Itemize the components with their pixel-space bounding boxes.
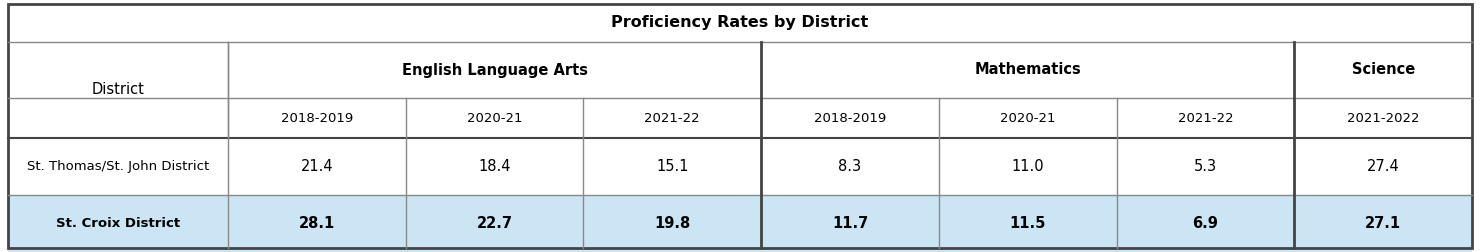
Text: St. Croix District: St. Croix District [56,217,181,230]
Bar [7,42,228,138]
Text: 27.1: 27.1 [1365,216,1402,231]
Text: Science: Science [1351,62,1415,78]
Text: 11.7: 11.7 [832,216,869,231]
Text: St. Thomas/St. John District: St. Thomas/St. John District [27,160,209,173]
Text: English Language Arts: English Language Arts [401,62,588,78]
Text: 27.4: 27.4 [1366,159,1400,174]
Text: 2020-21: 2020-21 [466,111,522,124]
Bar [7,195,1473,252]
Text: 2021-22: 2021-22 [644,111,700,124]
Text: Mathematics: Mathematics [974,62,1080,78]
Bar [228,42,761,98]
Text: 11.5: 11.5 [1009,216,1046,231]
Bar [7,138,1473,195]
Text: 2018-2019: 2018-2019 [814,111,887,124]
Text: 6.9: 6.9 [1193,216,1218,231]
Bar [1295,98,1473,138]
Text: 21.4: 21.4 [300,159,333,174]
Bar [938,98,1116,138]
Text: 2020-21: 2020-21 [1000,111,1055,124]
Bar [228,98,406,138]
Bar [1116,98,1295,138]
Text: 8.3: 8.3 [839,159,861,174]
Bar [761,98,938,138]
Text: 2021-22: 2021-22 [1178,111,1233,124]
Text: 11.0: 11.0 [1011,159,1043,174]
Text: Proficiency Rates by District: Proficiency Rates by District [611,16,869,30]
Text: 2018-2019: 2018-2019 [281,111,354,124]
Text: 28.1: 28.1 [299,216,334,231]
Bar [1295,42,1473,98]
Bar [583,98,761,138]
Text: 22.7: 22.7 [477,216,512,231]
Bar [406,98,583,138]
Text: 19.8: 19.8 [654,216,690,231]
Text: 5.3: 5.3 [1194,159,1217,174]
Text: 15.1: 15.1 [656,159,688,174]
Text: 2021-2022: 2021-2022 [1347,111,1419,124]
Bar [761,42,1295,98]
Text: District: District [92,82,145,98]
Text: 18.4: 18.4 [478,159,511,174]
Bar [7,4,1473,42]
